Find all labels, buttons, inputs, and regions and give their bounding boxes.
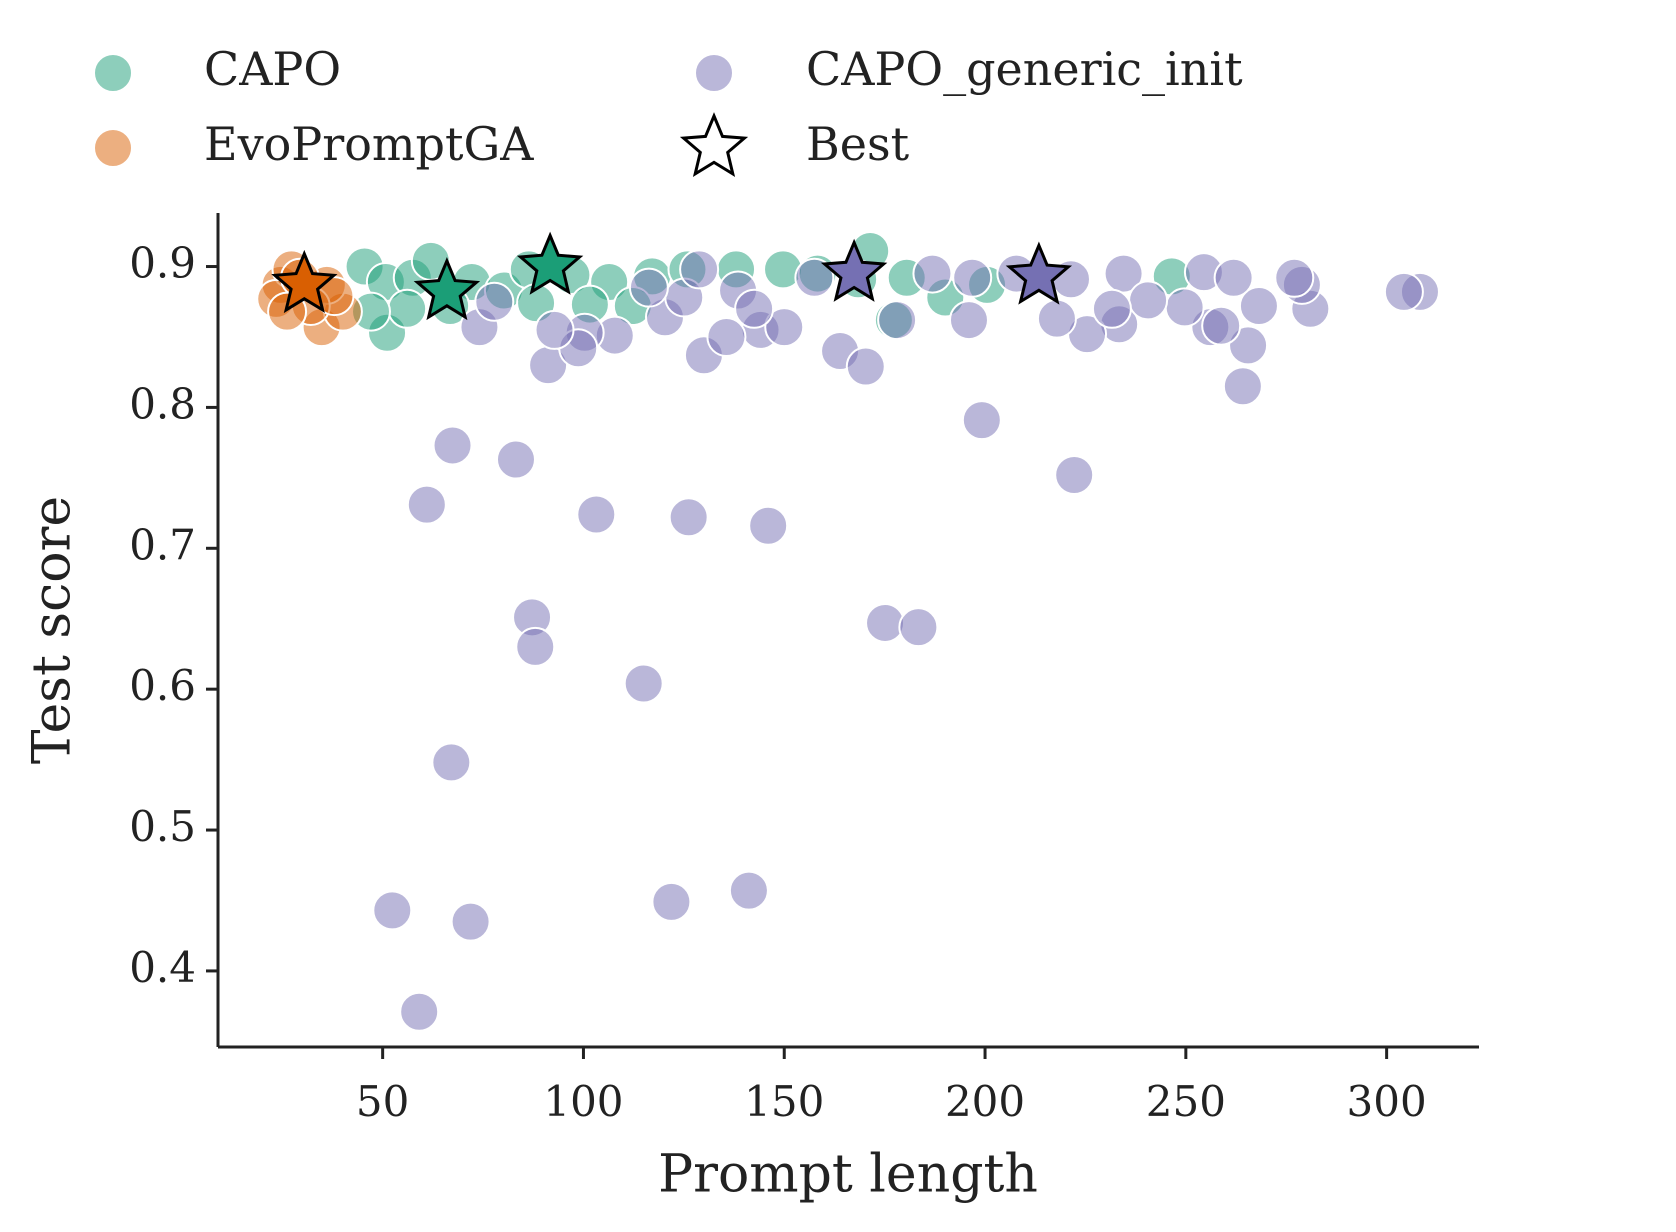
- plot-area: [256, 231, 1440, 1032]
- y-tick-label: 0.6: [129, 661, 196, 710]
- best-star: [516, 231, 584, 295]
- point: [534, 309, 575, 350]
- point: [764, 307, 805, 348]
- y-tick-label: 0.9: [129, 239, 196, 288]
- x-tick-label: 150: [744, 1077, 824, 1126]
- point: [1128, 280, 1169, 321]
- y-tick-label: 0.4: [129, 943, 196, 992]
- point: [406, 484, 447, 525]
- point: [623, 663, 664, 704]
- point: [1164, 287, 1205, 328]
- x-axis-label: Prompt length: [658, 1145, 1038, 1205]
- legend-label: EvoPromptGA: [204, 117, 534, 171]
- point: [1222, 366, 1263, 407]
- point: [952, 257, 993, 298]
- point: [845, 346, 886, 387]
- best-star: [271, 249, 338, 314]
- point: [372, 890, 413, 931]
- point: [679, 249, 720, 290]
- y-tick-label: 0.5: [129, 802, 196, 851]
- point: [1054, 455, 1095, 496]
- point: [865, 602, 906, 643]
- point: [495, 439, 536, 480]
- x-tick-label: 300: [1347, 1077, 1427, 1126]
- legend-marker: [679, 112, 749, 178]
- x-tick-label: 100: [543, 1077, 623, 1126]
- point: [651, 881, 692, 922]
- point: [794, 257, 835, 298]
- point: [734, 288, 775, 329]
- y-tick-label: 0.7: [129, 520, 196, 569]
- point: [1036, 298, 1077, 339]
- legend-marker: [93, 53, 133, 93]
- legend-label: Best: [806, 117, 910, 171]
- point: [898, 607, 939, 648]
- point: [706, 316, 747, 357]
- legend-label: CAPO: [204, 42, 341, 96]
- best-star: [820, 238, 888, 302]
- point: [728, 870, 769, 911]
- best-star: [1005, 241, 1073, 305]
- point: [576, 494, 617, 535]
- point: [877, 300, 918, 341]
- point: [668, 497, 709, 538]
- point: [431, 742, 472, 783]
- legend-marker: [694, 53, 734, 93]
- point: [387, 288, 428, 329]
- y-axis-label: Test score: [23, 496, 83, 764]
- point: [912, 253, 953, 294]
- best-star: [413, 256, 481, 321]
- legend-label: CAPO_generic_init: [806, 42, 1243, 96]
- point: [961, 400, 1002, 441]
- point: [474, 281, 515, 322]
- y-tick-label: 0.8: [129, 379, 196, 428]
- point: [1201, 305, 1242, 346]
- point: [515, 626, 556, 667]
- x-tick-label: 50: [356, 1077, 409, 1126]
- point: [1091, 288, 1132, 329]
- point: [450, 901, 491, 942]
- point: [432, 425, 473, 466]
- legend-marker: [93, 128, 133, 168]
- point: [1238, 285, 1279, 326]
- x-tick-label: 250: [1146, 1077, 1226, 1126]
- point: [399, 991, 440, 1032]
- point: [948, 300, 989, 341]
- point: [1213, 257, 1254, 298]
- point: [1383, 271, 1424, 312]
- point: [1274, 257, 1315, 298]
- point: [748, 505, 789, 546]
- x-tick-label: 200: [945, 1077, 1025, 1126]
- point: [1228, 325, 1269, 366]
- point: [628, 267, 669, 308]
